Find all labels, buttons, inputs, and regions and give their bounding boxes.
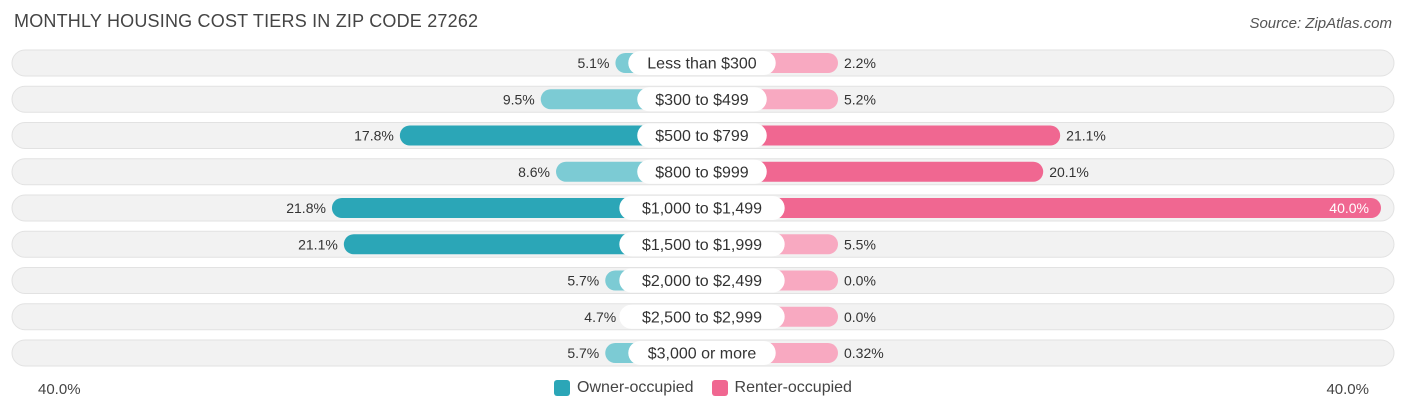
renter-value-label: 21.1%: [1066, 128, 1106, 144]
category-pill: [628, 51, 776, 75]
category-label: $2,500 to $2,999: [642, 309, 762, 326]
legend-renter-swatch: [711, 380, 728, 396]
owner-value-label: 8.6%: [518, 164, 550, 180]
table-row: $1,500 to $1,999 21.1% 5.5%: [11, 230, 1395, 258]
table-row: $2,000 to $2,499 5.7% 0.0%: [11, 267, 1395, 294]
table-row: $500 to $799 17.8% 21.1%: [11, 122, 1395, 149]
legend-renter: Renter-occupied: [711, 379, 852, 397]
owner-value-label: 4.7%: [584, 309, 616, 325]
owner-value-label: 21.1%: [298, 236, 338, 252]
table-row: $2,500 to $2,999 4.7% 0.0%: [11, 303, 1395, 331]
axis-left-label: 40.0%: [38, 381, 81, 398]
table-row: $300 to $499 9.5% 5.2%: [11, 85, 1395, 113]
legend-owner-label: Owner-occupied: [577, 379, 694, 396]
category-label: $800 to $999: [655, 164, 749, 181]
category-label: $500 to $799: [655, 128, 749, 145]
renter-value-label: 5.5%: [844, 236, 876, 252]
category-label: $300 to $499: [655, 92, 749, 109]
owner-value-label: 5.7%: [567, 345, 599, 361]
category-pill: [628, 341, 776, 365]
renter-bar: [690, 198, 1381, 218]
renter-value-label: 0.0%: [844, 309, 876, 325]
owner-value-label: 21.8%: [286, 200, 326, 216]
category-label: $1,500 to $1,999: [642, 237, 762, 254]
table-row: Less than $300 5.1% 2.2%: [11, 49, 1395, 77]
owner-value-label: 5.7%: [567, 273, 599, 289]
owner-value-label: 9.5%: [503, 91, 535, 107]
table-row: $800 to $999 8.6% 20.1%: [11, 158, 1395, 186]
table-row: $1,000 to $1,499 21.8% 40.0%: [11, 194, 1395, 222]
category-label: $1,000 to $1,499: [642, 201, 762, 218]
chart-canvas: Less than $300 5.1% 2.2% $300 to $499 9.5% 5.…: [11, 49, 1395, 367]
renter-bar: [690, 161, 1044, 182]
legend: Owner-occupied Renter-occupied: [0, 379, 1406, 397]
category-pill: [637, 87, 767, 112]
category-label: $3,000 or more: [648, 346, 757, 363]
category-pill: [619, 232, 785, 257]
renter-value-label: 2.2%: [844, 55, 876, 71]
owner-value-label: 5.1%: [578, 55, 610, 71]
renter-value-label: 0.0%: [844, 273, 876, 289]
table-row: $3,000 or more 5.7% 0.32%: [11, 339, 1395, 367]
renter-value-label: 40.0%: [1329, 200, 1369, 216]
category-pill: [637, 123, 767, 148]
category-pill: [637, 159, 767, 184]
source-label: Source: ZipAtlas.com: [1249, 15, 1392, 32]
renter-value-label: 0.32%: [844, 345, 884, 361]
axis-right-label: 40.0%: [1326, 381, 1369, 398]
chart-title: MONTHLY HOUSING COST TIERS IN ZIP CODE 2…: [14, 11, 479, 31]
legend-owner-swatch: [554, 380, 571, 396]
category-pill: [619, 268, 785, 293]
category-pill: [619, 304, 785, 329]
renter-bar: [690, 125, 1061, 146]
legend-owner: Owner-occupied: [554, 379, 694, 397]
category-label: $2,000 to $2,499: [642, 273, 762, 290]
owner-value-label: 17.8%: [354, 128, 394, 144]
owner-bar: [399, 125, 714, 146]
category-pill: [619, 196, 785, 220]
category-label: Less than $300: [647, 56, 757, 73]
renter-value-label: 20.1%: [1049, 164, 1089, 180]
renter-value-label: 5.2%: [844, 91, 876, 107]
owner-bar: [331, 198, 714, 218]
legend-renter-label: Renter-occupied: [734, 379, 852, 396]
